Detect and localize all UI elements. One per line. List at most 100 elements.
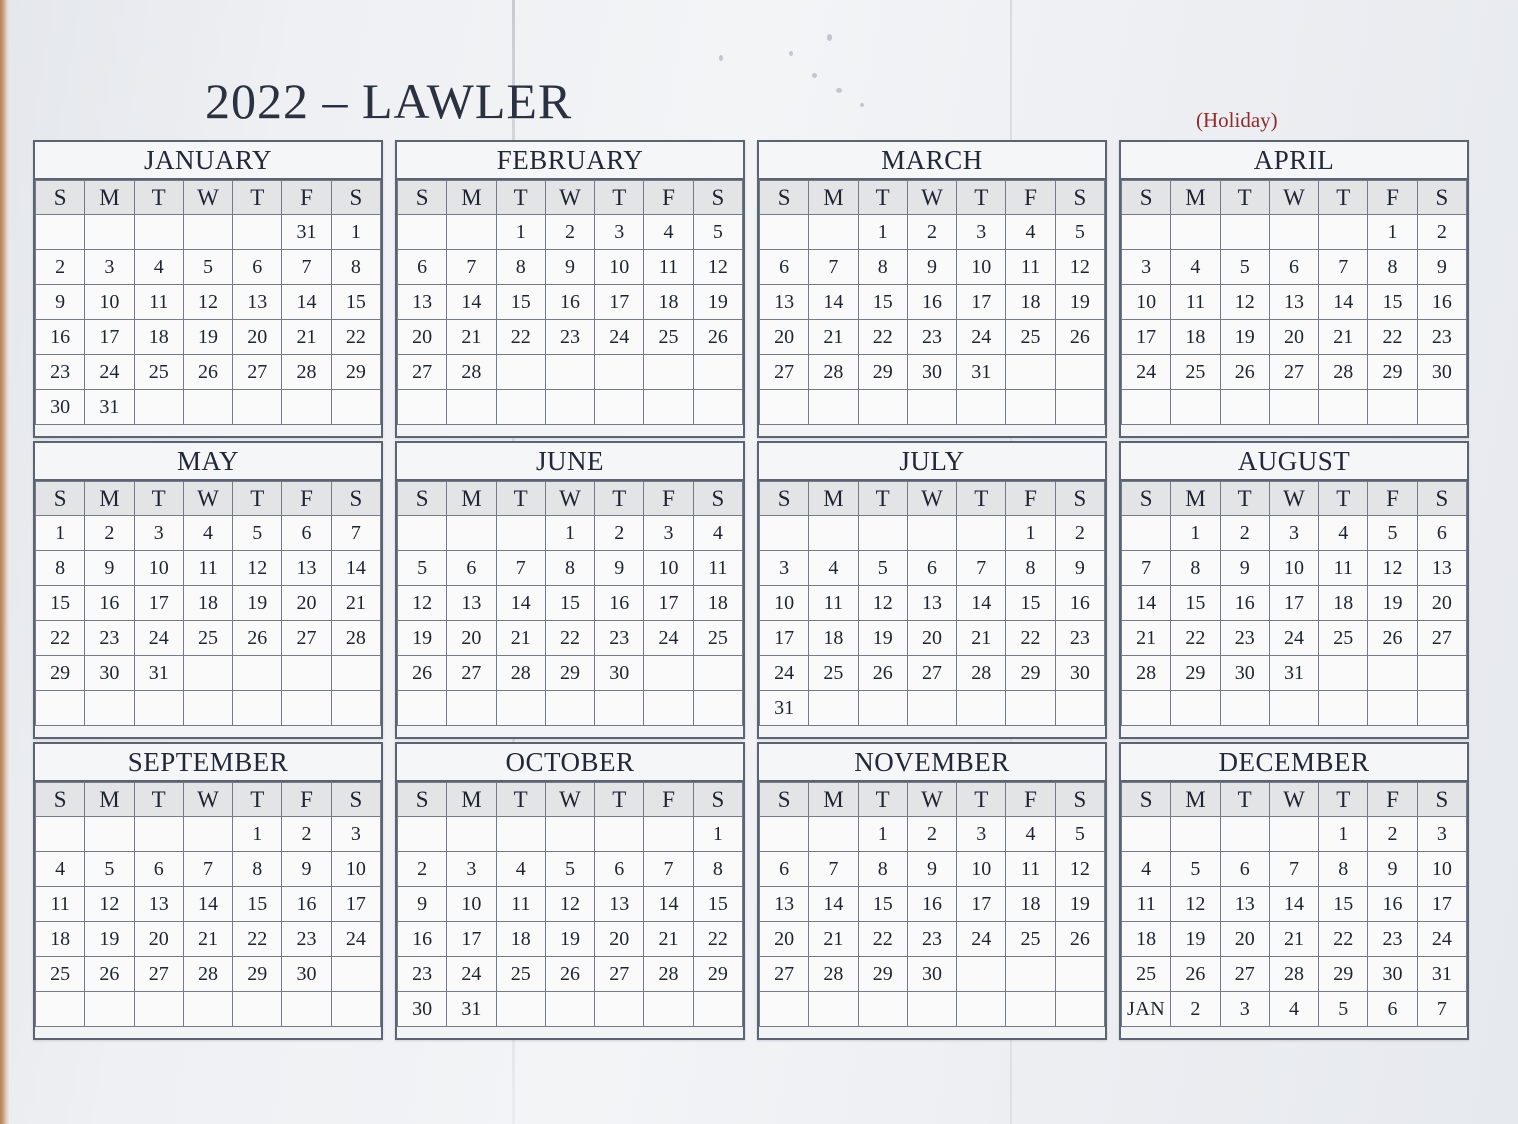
day-cell[interactable]: 27	[906, 655, 958, 691]
day-cell[interactable]: 26	[692, 319, 744, 355]
day-cell[interactable]: 10	[594, 249, 645, 285]
day-cell[interactable]: 11	[182, 550, 234, 586]
day-cell[interactable]: 2	[906, 214, 958, 250]
day-cell[interactable]: 14	[808, 886, 859, 922]
day-cell[interactable]: 29	[692, 956, 744, 992]
day-cell[interactable]: 1	[544, 515, 596, 551]
day-cell[interactable]: 29	[34, 655, 86, 691]
day-cell[interactable]: 4	[1005, 214, 1056, 250]
day-cell[interactable]: 11	[1120, 886, 1172, 922]
day-cell[interactable]: 13	[1268, 284, 1320, 320]
day-cell[interactable]: 3	[956, 816, 1007, 852]
day-cell[interactable]: 28	[1268, 956, 1320, 992]
day-cell[interactable]: 23	[1054, 620, 1106, 656]
day-cell[interactable]: 7	[182, 851, 234, 887]
day-cell[interactable]: 14	[330, 550, 382, 586]
day-cell[interactable]: 17	[330, 886, 382, 922]
day-cell[interactable]: 17	[446, 921, 497, 957]
day-cell[interactable]: 19	[1170, 921, 1221, 957]
day-cell[interactable]: 2	[906, 816, 958, 852]
day-cell[interactable]: 23	[906, 319, 958, 355]
day-cell[interactable]: 8	[692, 851, 744, 887]
day-cell[interactable]: 8	[1367, 249, 1418, 285]
day-cell[interactable]: 25	[808, 655, 859, 691]
day-cell[interactable]: 16	[544, 284, 596, 320]
day-cell[interactable]: 14	[956, 585, 1007, 621]
day-cell[interactable]: 3	[1120, 249, 1172, 285]
day-cell[interactable]: 23	[1416, 319, 1468, 355]
day-cell[interactable]: 2	[396, 851, 448, 887]
day-cell[interactable]: 1	[857, 816, 908, 852]
day-cell[interactable]: 29	[1170, 655, 1221, 691]
day-cell[interactable]: 28	[643, 956, 694, 992]
day-cell[interactable]: 11	[808, 585, 859, 621]
day-cell[interactable]: 22	[544, 620, 596, 656]
day-cell[interactable]: 25	[495, 956, 546, 992]
day-cell[interactable]: 15	[232, 886, 283, 922]
day-cell[interactable]: 12	[396, 585, 448, 621]
day-cell[interactable]: 5	[232, 515, 283, 551]
day-cell[interactable]: 30	[281, 956, 332, 992]
day-cell[interactable]: 24	[133, 620, 184, 656]
day-cell[interactable]: 14	[1268, 886, 1320, 922]
day-cell[interactable]: 11	[133, 284, 184, 320]
day-cell[interactable]: 22	[1005, 620, 1056, 656]
day-cell[interactable]: 6	[1219, 851, 1270, 887]
day-cell[interactable]: 11	[495, 886, 546, 922]
day-cell[interactable]: 16	[906, 886, 958, 922]
day-cell[interactable]: 24	[446, 956, 497, 992]
day-cell[interactable]: 17	[1268, 585, 1320, 621]
day-cell[interactable]: 29	[857, 354, 908, 390]
day-cell[interactable]: 11	[643, 249, 694, 285]
day-cell[interactable]: 13	[594, 886, 645, 922]
day-cell[interactable]: 6	[906, 550, 958, 586]
day-cell[interactable]: 24	[758, 655, 810, 691]
day-cell[interactable]: 5	[396, 550, 448, 586]
day-cell[interactable]: 27	[1416, 620, 1468, 656]
day-cell[interactable]: 23	[84, 620, 135, 656]
day-cell[interactable]: 1	[34, 515, 86, 551]
day-cell[interactable]: 10	[1120, 284, 1172, 320]
day-cell[interactable]: 7	[1416, 991, 1468, 1027]
day-cell[interactable]: 15	[544, 585, 596, 621]
day-cell[interactable]: 8	[330, 249, 382, 285]
day-cell[interactable]: 21	[956, 620, 1007, 656]
day-cell[interactable]: 16	[1219, 585, 1270, 621]
day-cell[interactable]: 27	[758, 956, 810, 992]
day-cell[interactable]: 12	[692, 249, 744, 285]
day-cell[interactable]: 19	[1054, 284, 1106, 320]
day-cell[interactable]: 20	[1268, 319, 1320, 355]
day-cell[interactable]: 7	[1318, 249, 1369, 285]
day-cell[interactable]: 17	[1416, 886, 1468, 922]
day-cell[interactable]: 14	[446, 284, 497, 320]
day-cell[interactable]: 13	[396, 284, 448, 320]
day-cell[interactable]: 10	[758, 585, 810, 621]
day-cell[interactable]: 5	[1054, 214, 1106, 250]
day-cell[interactable]: 2	[1170, 991, 1221, 1027]
day-cell[interactable]: 9	[84, 550, 135, 586]
day-cell[interactable]: 22	[232, 921, 283, 957]
day-cell[interactable]: 20	[133, 921, 184, 957]
day-cell[interactable]: 3	[758, 550, 810, 586]
day-cell[interactable]: 11	[1170, 284, 1221, 320]
day-cell[interactable]: 7	[1268, 851, 1320, 887]
day-cell[interactable]: 25	[133, 354, 184, 390]
day-cell[interactable]: 21	[330, 585, 382, 621]
day-cell[interactable]: 31	[1268, 655, 1320, 691]
day-cell[interactable]: 14	[1120, 585, 1172, 621]
day-cell[interactable]: 6	[281, 515, 332, 551]
day-cell[interactable]: 30	[396, 991, 448, 1027]
day-cell[interactable]: 5	[84, 851, 135, 887]
day-cell[interactable]: 18	[1318, 585, 1369, 621]
day-cell[interactable]: 25	[643, 319, 694, 355]
day-cell[interactable]: 12	[544, 886, 596, 922]
day-cell[interactable]: 9	[281, 851, 332, 887]
day-cell[interactable]: 18	[692, 585, 744, 621]
day-cell[interactable]: 5	[1219, 249, 1270, 285]
day-cell[interactable]: 23	[1367, 921, 1418, 957]
day-cell[interactable]: 3	[84, 249, 135, 285]
day-cell[interactable]: 19	[232, 585, 283, 621]
day-cell[interactable]: 15	[330, 284, 382, 320]
day-cell[interactable]: 5	[1170, 851, 1221, 887]
day-cell[interactable]: 12	[1170, 886, 1221, 922]
